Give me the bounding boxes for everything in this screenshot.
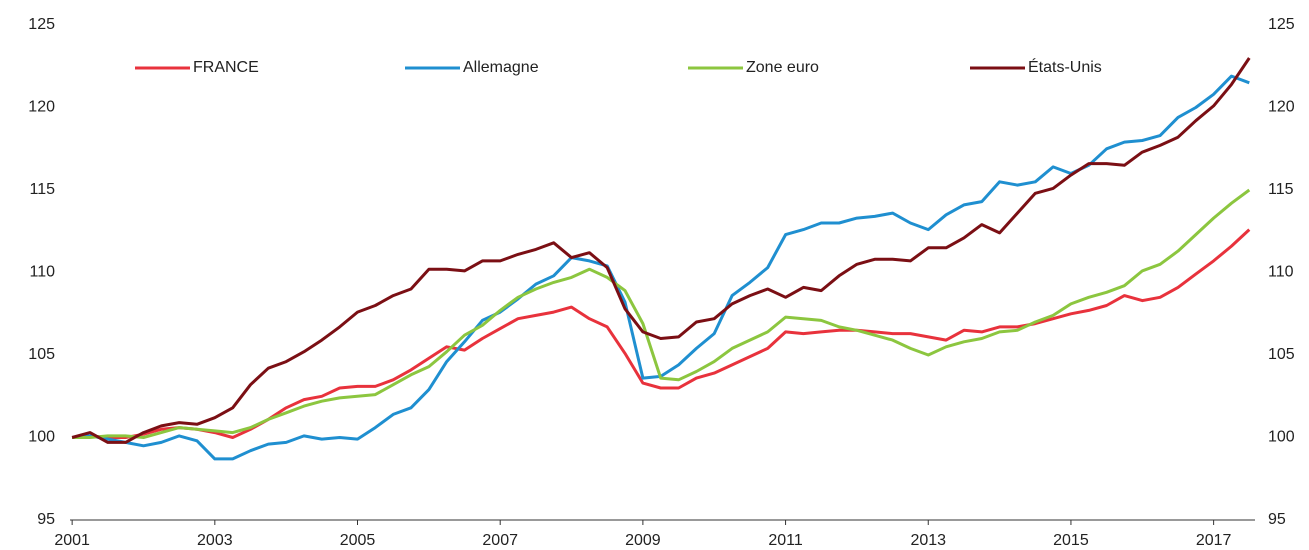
- y-tick-label: 100: [28, 429, 55, 446]
- x-tick-label: 2003: [197, 532, 233, 549]
- y-tick-label: 105: [28, 346, 55, 363]
- y2-tick-label: 95: [1268, 511, 1286, 528]
- y2-tick-label: 105: [1268, 346, 1295, 363]
- legend-label: Zone euro: [746, 59, 819, 76]
- series-line: [71, 228, 1251, 439]
- x-tick-label: 2011: [768, 532, 803, 549]
- y2-tick-label: 110: [1268, 264, 1294, 281]
- series-line: [71, 74, 1250, 461]
- series-line: [71, 57, 1251, 444]
- x-tick-label: 2005: [340, 532, 376, 549]
- y-tick-label: 110: [29, 264, 55, 281]
- y2-tick-label: 125: [1268, 16, 1295, 33]
- y2-tick-label: 120: [1268, 99, 1295, 116]
- legend-label: États-Unis: [1028, 57, 1102, 76]
- x-tick-label: 2001: [54, 532, 90, 549]
- x-tick-label: 2009: [625, 532, 661, 549]
- legend-label: FRANCE: [193, 59, 259, 76]
- y2-tick-label: 115: [1268, 181, 1294, 198]
- x-tick-label: 2007: [482, 532, 518, 549]
- y-tick-label: 95: [37, 511, 55, 528]
- legend-label: Allemagne: [463, 59, 539, 76]
- series-line: [72, 188, 1251, 439]
- x-tick-label: 2013: [910, 532, 946, 549]
- y-tick-label: 125: [28, 16, 55, 33]
- y-tick-label: 115: [29, 181, 55, 198]
- y2-tick-label: 100: [1268, 429, 1295, 446]
- x-tick-label: 2017: [1196, 532, 1232, 549]
- y-tick-label: 120: [28, 99, 55, 116]
- x-tick-label: 2015: [1053, 532, 1089, 549]
